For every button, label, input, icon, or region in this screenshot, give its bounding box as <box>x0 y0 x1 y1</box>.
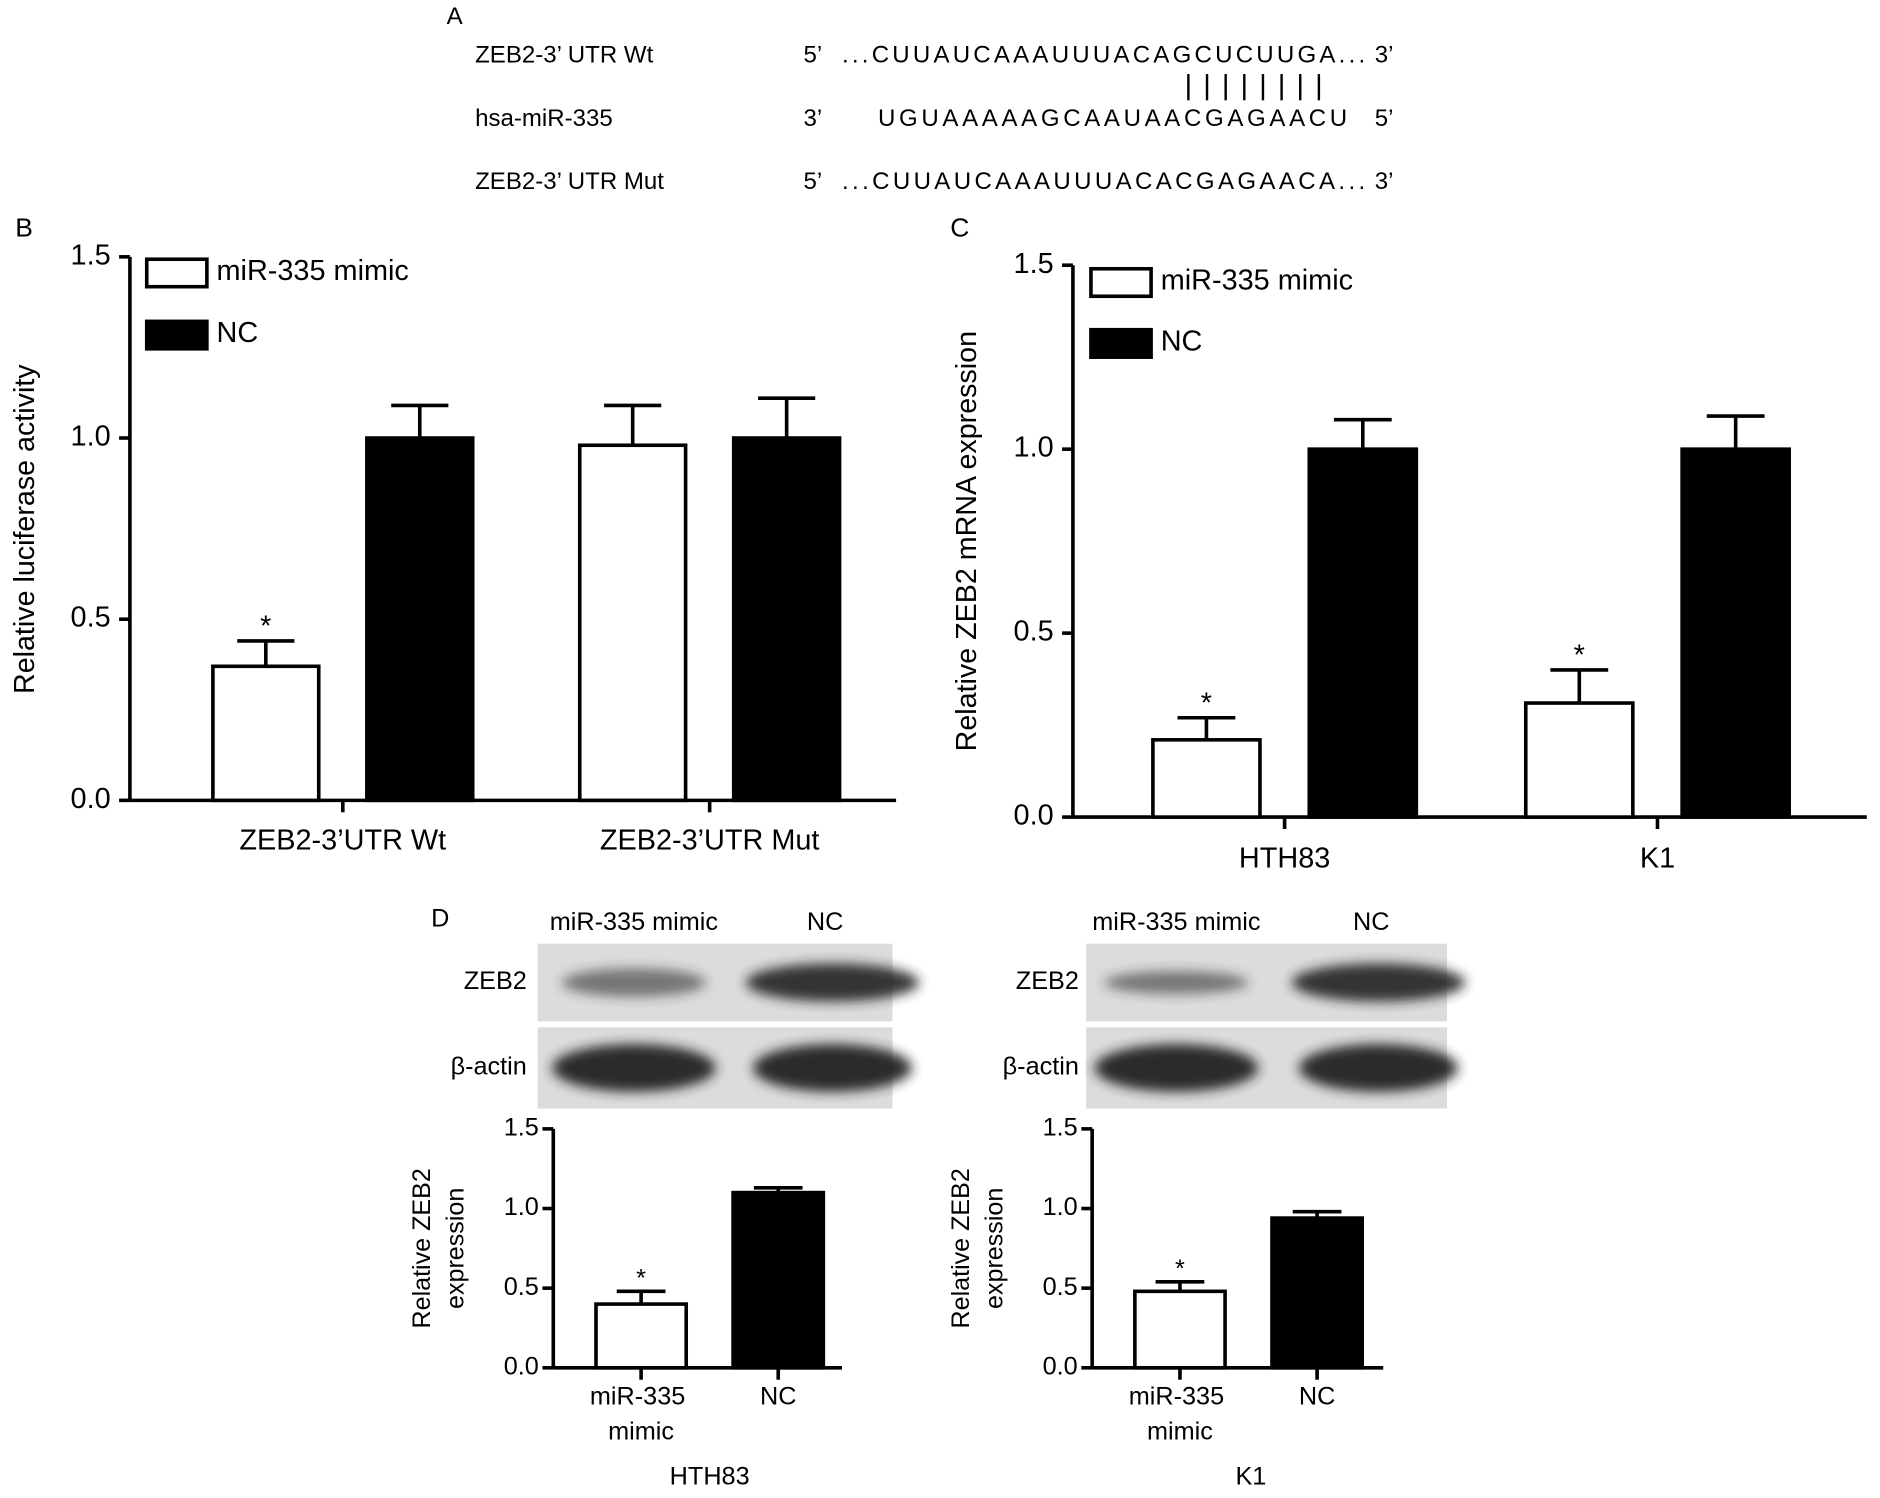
y-tick-label: 0.5 <box>1043 1273 1078 1301</box>
sequence: ...CUUAUCAAAUUUACACGAGAACA... <box>842 168 1365 195</box>
panel-label: C <box>950 212 969 242</box>
y-tick-label: 1.0 <box>71 421 111 453</box>
row-label: β-actin <box>1003 1053 1079 1081</box>
x-tick-label-line: mimic <box>608 1417 674 1445</box>
legend-label: miR-335 mimic <box>217 255 409 287</box>
y-axis-label: Relative luciferase activity <box>9 364 41 694</box>
x-tick-label-line: miR-335 <box>590 1382 692 1410</box>
bar <box>731 436 842 803</box>
y-axis-label: expression <box>981 1188 1009 1309</box>
row-label: β-actin <box>451 1053 527 1081</box>
bar <box>1307 447 1419 819</box>
significance: * <box>1175 1255 1185 1283</box>
y-axis-label: Relative ZEB2 <box>408 1168 436 1328</box>
blot-band <box>752 1044 912 1092</box>
x-tick-label: miR-335 mimic <box>590 1382 692 1445</box>
bar <box>365 436 475 803</box>
y-axis-label: Relative ZEB2 mRNA expression <box>951 331 983 751</box>
y-tick-label: 1.0 <box>504 1193 539 1221</box>
x-tick-label: NC <box>1299 1382 1335 1410</box>
y-tick-label: 1.5 <box>1014 248 1054 280</box>
blot-band <box>1291 963 1466 1002</box>
y-tick-label: 1.0 <box>1014 432 1054 464</box>
x-tick-label: ZEB2-3’UTR Wt <box>239 825 446 857</box>
bar <box>211 664 321 803</box>
x-axis-label: HTH83 <box>670 1462 750 1490</box>
legend-swatch <box>1089 266 1153 299</box>
x-tick-label: HTH83 <box>1239 843 1330 875</box>
y-tick-label: 0.0 <box>504 1353 539 1381</box>
significance: * <box>636 1265 646 1293</box>
sequence-end: 3’ <box>1375 168 1394 195</box>
y-tick-label: 1.5 <box>504 1114 539 1142</box>
legend-swatch <box>144 257 209 289</box>
legend-label: NC <box>1161 325 1203 357</box>
blot-band <box>1104 971 1249 995</box>
significance: * <box>1574 640 1585 672</box>
bar <box>1151 738 1262 819</box>
blot-band <box>552 1044 716 1092</box>
x-tick-label: miR-335 mimic <box>1129 1382 1231 1445</box>
x-tick-label: K1 <box>1640 843 1675 875</box>
row-label: ZEB2 <box>464 967 527 995</box>
blot-band <box>1094 1044 1259 1092</box>
blot-band <box>1299 1044 1458 1092</box>
legend-swatch <box>144 319 209 351</box>
sequence-end: 5’ <box>803 168 822 195</box>
y-tick-label: 0.5 <box>504 1273 539 1301</box>
x-tick-label-line: miR-335 <box>1129 1382 1231 1410</box>
sequence-end: 5’ <box>1375 105 1394 132</box>
significance: * <box>1201 688 1212 720</box>
y-axis-label: Relative ZEB2 <box>947 1168 975 1328</box>
x-tick-label-line: NC <box>1299 1382 1335 1410</box>
x-tick-label: ZEB2-3’UTR Mut <box>600 825 820 857</box>
panel-label: D <box>431 905 449 933</box>
y-tick-label: 1.5 <box>1043 1114 1078 1142</box>
y-tick-label: 0.0 <box>1014 800 1054 832</box>
legend-label: NC <box>217 317 259 349</box>
sequence: ...CUUAUCAAAUUUACAGCUCUUGA... <box>842 42 1365 69</box>
x-tick-label-line: NC <box>760 1382 796 1410</box>
panel-label: B <box>15 212 33 242</box>
lane-label: NC <box>807 908 843 936</box>
x-tick-label: NC <box>760 1382 796 1410</box>
sequence-end: 3’ <box>1375 42 1394 69</box>
sequence-name: ZEB2-3’ UTR Mut <box>475 168 664 195</box>
x-axis-label: K1 <box>1235 1462 1266 1490</box>
panel-label: A <box>447 3 463 30</box>
significance: * <box>260 611 271 643</box>
y-tick-label: 0.5 <box>1014 616 1054 648</box>
sequence-end: 3’ <box>803 105 822 132</box>
bar <box>731 1190 826 1370</box>
y-tick-label: 1.5 <box>71 239 111 271</box>
sequence-name: hsa-miR-335 <box>475 105 613 132</box>
lane-label: NC <box>1353 908 1389 936</box>
lane-label: miR-335 mimic <box>1092 908 1260 936</box>
y-tick-label: 0.5 <box>71 602 111 634</box>
sequence-end: 5’ <box>803 42 822 69</box>
blot-band <box>745 963 919 1002</box>
bar <box>594 1302 689 1370</box>
bar <box>1523 701 1635 819</box>
row-label: ZEB2 <box>1016 967 1079 995</box>
legend-swatch <box>1089 327 1153 359</box>
y-axis-label: expression <box>442 1188 470 1309</box>
sequence-name: ZEB2-3’ UTR Wt <box>475 42 654 69</box>
bar <box>1270 1216 1364 1370</box>
y-tick-label: 0.0 <box>1043 1353 1078 1381</box>
bar <box>577 443 688 803</box>
lane-label: miR-335 mimic <box>550 908 718 936</box>
bar <box>1680 447 1791 819</box>
y-tick-label: 0.0 <box>71 783 111 815</box>
blot-band <box>561 968 707 997</box>
x-tick-label-line: mimic <box>1147 1417 1213 1445</box>
bar <box>1133 1289 1227 1370</box>
legend-label: miR-335 mimic <box>1161 265 1353 297</box>
sequence: UGUAAAAAGCAAUAACGAGAACU <box>878 105 1347 132</box>
y-tick-label: 1.0 <box>1043 1193 1078 1221</box>
